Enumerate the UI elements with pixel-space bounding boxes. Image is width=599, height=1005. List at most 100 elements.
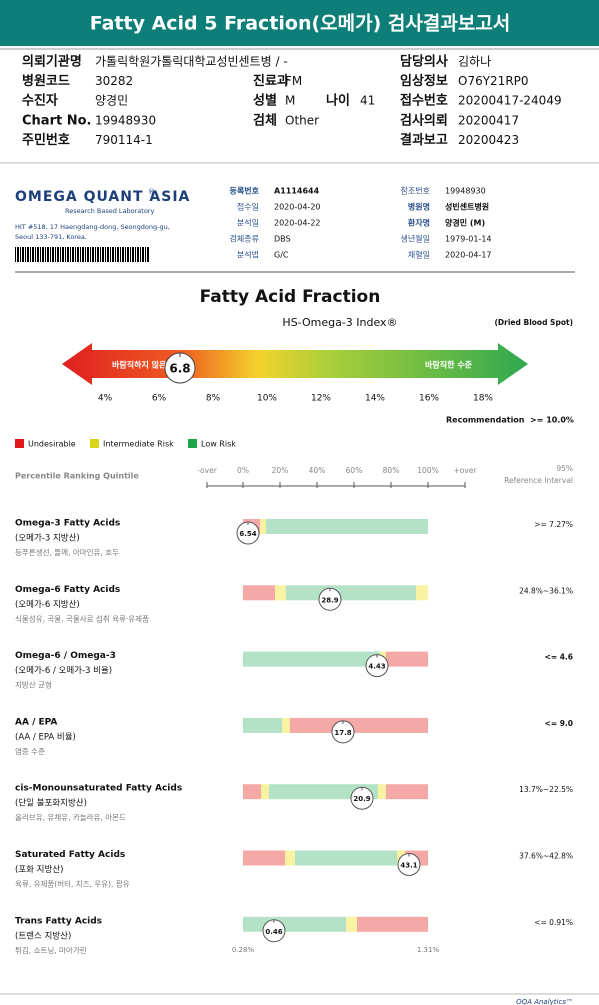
row-korean: (AA / EPA 비율) bbox=[15, 732, 76, 742]
info-label: 접수번호 bbox=[400, 93, 448, 109]
index-value: 6.8 bbox=[169, 362, 190, 376]
legend-swatch bbox=[90, 439, 99, 448]
index-name: HS-Omega-3 Index® bbox=[282, 316, 397, 329]
row-korean: (트랜스 지방산) bbox=[15, 930, 71, 941]
row-name: Saturated Fatty Acids bbox=[15, 850, 125, 860]
reference-range: <= 4.6 bbox=[545, 653, 573, 662]
info-label: 검사의뢰 bbox=[400, 112, 448, 128]
lab-field-label: 병원명 bbox=[408, 202, 430, 212]
range-zone bbox=[386, 784, 428, 800]
index-tick: 16% bbox=[419, 394, 439, 404]
info-label: 담당의사 bbox=[400, 54, 448, 70]
range-zone bbox=[286, 585, 416, 601]
lab-address: Seoul 133-791, Korea. bbox=[15, 233, 87, 241]
lab-field-label: 환자명 bbox=[408, 218, 430, 228]
lab-field-value: 양경민 (M) bbox=[445, 218, 485, 228]
row-sources: 지방산 균형 bbox=[15, 680, 52, 690]
lab-subtitle: Research Based Laboratory bbox=[65, 207, 154, 215]
ranking-tick: 20% bbox=[272, 466, 289, 475]
ranking-tick: -over bbox=[197, 466, 217, 475]
lab-field-value: 19948930 bbox=[445, 187, 486, 196]
info-label: 의뢰기관명 bbox=[22, 54, 82, 70]
lab-field-label: 검체종류 bbox=[230, 234, 259, 244]
info-value: Other bbox=[285, 113, 319, 127]
lab-field-value: G/C bbox=[274, 251, 289, 260]
lab-field-label: 분석법 bbox=[237, 250, 259, 260]
index-tick: 12% bbox=[311, 394, 331, 404]
lab-address: HIT #518, 17 Haengdang-dong, Seongdong-g… bbox=[15, 223, 170, 231]
index-tick: 14% bbox=[365, 394, 385, 404]
result-value: 6.54 bbox=[239, 530, 256, 538]
range-zone bbox=[243, 651, 380, 667]
scale-max: 1.31% bbox=[417, 946, 440, 954]
ranking-tick: +over bbox=[453, 466, 477, 475]
ranking-tick: 100% bbox=[417, 466, 438, 475]
row-sources: 염증 수준 bbox=[15, 747, 45, 756]
lab-field-value: 2020-04-22 bbox=[274, 219, 321, 228]
row-sources: 튀김, 쇼트닝, 마아가린 bbox=[15, 945, 87, 955]
recommendation-value: >= 10.0% bbox=[530, 416, 574, 425]
reference-title: 95% bbox=[556, 464, 573, 473]
row-name: Omega-6 / Omega-3 bbox=[15, 651, 116, 661]
range-zone bbox=[266, 519, 428, 534]
info-label: 수진자 bbox=[22, 93, 58, 109]
info-value: M bbox=[285, 94, 295, 108]
row-korean: (오메가-6 지방산) bbox=[15, 599, 80, 610]
row-name: Trans Fatty Acids bbox=[15, 916, 102, 926]
lab-field-value: 2020-04-17 bbox=[445, 251, 492, 260]
lab-field-label: 채혈일 bbox=[408, 250, 430, 260]
range-zone bbox=[295, 850, 397, 866]
reference-range: 24.8%~36.1% bbox=[519, 586, 573, 595]
lab-field-label: 등록번호 bbox=[230, 186, 260, 196]
range-zone bbox=[243, 585, 275, 601]
lab-logo: OMEGA QUANT ASIA bbox=[15, 189, 190, 205]
recommendation-label: Recommendation bbox=[446, 416, 525, 425]
ranking-tick: 80% bbox=[383, 466, 400, 475]
result-value: 0.46 bbox=[265, 928, 282, 936]
range-zone bbox=[285, 850, 295, 866]
barcode bbox=[15, 247, 150, 262]
row-korean: (단일 불포화지방산) bbox=[15, 798, 87, 809]
lab-field-value: DBS bbox=[274, 235, 291, 244]
info-label: 나이 bbox=[326, 93, 350, 109]
info-label: 성별 bbox=[253, 93, 277, 109]
header-bar bbox=[0, 0, 599, 46]
info-label: Chart No. bbox=[22, 113, 91, 128]
header-title: Fatty Acid 5 Fraction(오메가) 검사결과보고서 bbox=[90, 13, 511, 35]
index-low-label: 바람직하지 않은 수준 bbox=[112, 360, 184, 370]
index-high-label: 바람직한 수준 bbox=[425, 360, 473, 370]
info-value: FM bbox=[285, 74, 302, 88]
range-zone bbox=[243, 784, 261, 800]
result-value: 17.8 bbox=[334, 729, 351, 737]
range-zone bbox=[269, 784, 378, 800]
range-zone bbox=[378, 784, 386, 800]
range-zone bbox=[260, 519, 266, 534]
info-label: 임상정보 bbox=[400, 73, 448, 89]
reference-range: 37.6%~42.8% bbox=[519, 852, 573, 861]
row-korean: (오메가-3 지방산) bbox=[15, 533, 80, 544]
info-label: 주민번호 bbox=[22, 132, 70, 148]
range-zone bbox=[386, 651, 428, 667]
ranking-tick: 0% bbox=[237, 466, 249, 475]
info-label: 병원코드 bbox=[22, 73, 70, 89]
index-tick: 4% bbox=[98, 394, 113, 404]
row-name: cis-Monounsaturated Fatty Acids bbox=[15, 784, 182, 794]
row-korean: (포화 지방산) bbox=[15, 864, 63, 875]
range-zone bbox=[243, 850, 285, 866]
ranking-tick: 60% bbox=[346, 466, 363, 475]
info-value: 20200423 bbox=[458, 133, 519, 147]
lab-field-value: 1979-01-14 bbox=[445, 235, 492, 244]
lab-field-value: 2020-04-20 bbox=[274, 203, 321, 212]
row-sources: 식물성유, 곡물, 곡물사료 섭취 육류·유제품 bbox=[15, 613, 149, 623]
info-value: 790114-1 bbox=[95, 133, 153, 147]
legend-label: Low Risk bbox=[201, 440, 236, 449]
result-value: 20.9 bbox=[353, 795, 370, 803]
legend-swatch bbox=[188, 439, 197, 448]
row-name: AA / EPA bbox=[15, 717, 57, 727]
legend-label: Undesirable bbox=[28, 440, 76, 449]
range-zone bbox=[275, 585, 286, 601]
range-zone bbox=[243, 717, 282, 733]
